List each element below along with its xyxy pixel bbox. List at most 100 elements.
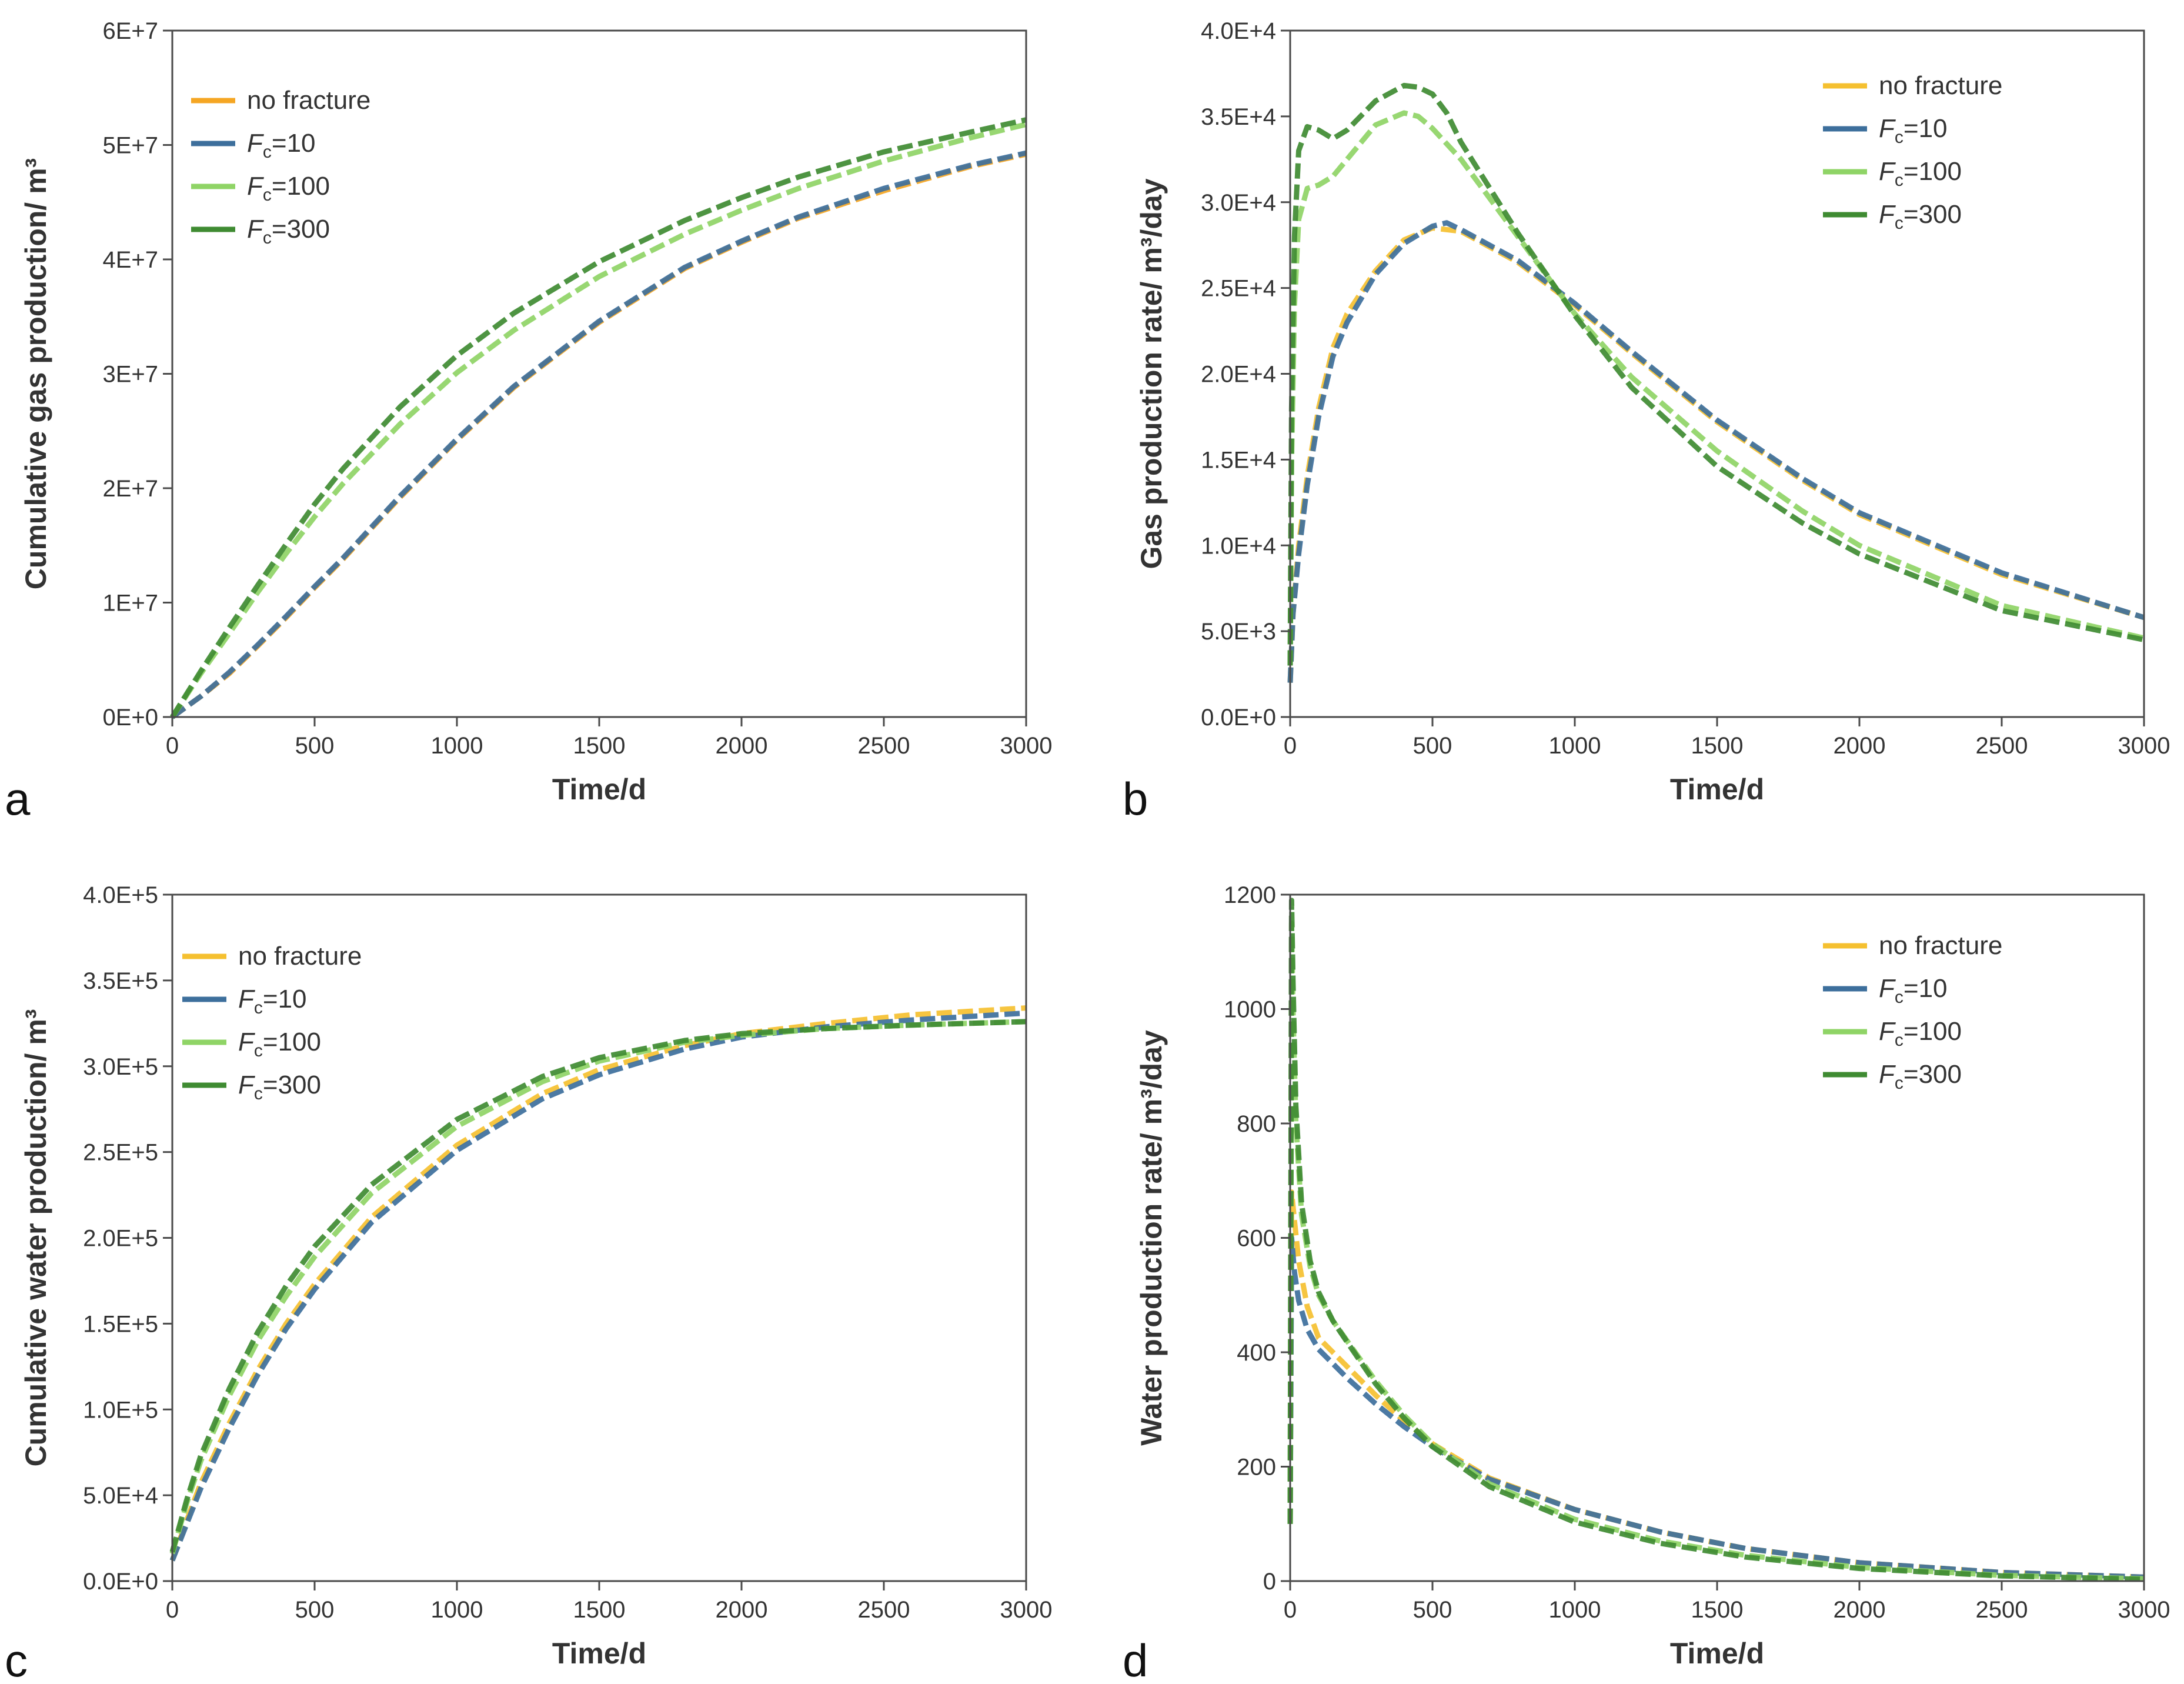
y-axis-title: Cumulative water production/ m³ [19, 1009, 52, 1467]
legend-subscript: c [1895, 214, 1904, 233]
legend-label-fc10: Fc=10 [1879, 114, 1948, 147]
legend-value: =100 [272, 172, 330, 201]
legend-subscript: c [263, 185, 272, 205]
legend-symbol: F [238, 1071, 255, 1099]
y-tick-label: 2E+7 [102, 476, 158, 502]
legend-label-fc300: Fc=300 [1879, 1060, 1962, 1093]
y-tick-label: 3.5E+5 [83, 968, 158, 994]
legend-label-fc10: Fc=10 [1879, 974, 1948, 1007]
x-tick-label: 1000 [1549, 1597, 1601, 1623]
y-tick-label: 4E+7 [102, 247, 158, 273]
series-group [1287, 82, 2145, 683]
x-tick-label: 2000 [1834, 733, 1886, 759]
legend-symbol: F [1879, 1060, 1896, 1089]
series-line-fc300 [1287, 898, 2145, 1582]
legend-symbol: F [1879, 1017, 1896, 1046]
legend-label-fc100: Fc=100 [1879, 157, 1962, 190]
series-line-fc10 [1287, 1235, 2145, 1580]
legend-symbol: F [1879, 974, 1896, 1003]
y-tick-label: 800 [1237, 1111, 1276, 1137]
legend-value: =100 [1904, 157, 1962, 186]
legend-value: =300 [1904, 1060, 1962, 1089]
y-tick-label: 2.0E+4 [1201, 362, 1276, 388]
x-tick-label: 1000 [431, 733, 483, 759]
y-tick-label: 1.5E+5 [83, 1311, 158, 1337]
legend-subscript: c [254, 1084, 263, 1103]
y-tick-label: 3.0E+4 [1201, 190, 1276, 216]
series-line-fc300 [169, 1019, 1027, 1553]
x-tick-label: 2500 [1976, 733, 2028, 759]
panel-letter: d [1123, 1635, 1148, 1684]
legend-label-no_fracture: no fracture [1879, 931, 2002, 960]
y-tick-label: 2.5E+5 [83, 1140, 158, 1166]
x-tick-label: 1000 [1549, 733, 1601, 759]
legend-label-fc10: Fc=10 [247, 129, 316, 162]
x-tick-label: 3000 [1000, 733, 1053, 759]
legend-value: =10 [1904, 974, 1948, 1003]
x-axis-title: Time/d [1670, 773, 1764, 806]
x-tick-label: 1500 [573, 1597, 626, 1623]
legend-value: =10 [1904, 114, 1948, 143]
chart-panel-a: 0 500 1000 1500 2000 2500 3000 0E+0 1E+7 2E+7 3E+7… [5, 18, 1052, 825]
y-tick-label: 5.0E+4 [83, 1483, 158, 1509]
chart-panel-d: 0 500 1000 1500 2000 2500 3000 0 200 400 600 800 100… [1123, 882, 2170, 1684]
y-tick-label: 1.0E+4 [1201, 533, 1276, 559]
series-group [1287, 898, 2145, 1582]
y-tick-label: 0E+0 [102, 705, 158, 731]
x-tick-label: 1000 [431, 1597, 483, 1623]
series-line-fc10 [171, 150, 1027, 719]
legend-subscript: c [1895, 128, 1904, 147]
legend-subscript: c [1895, 988, 1904, 1007]
legend-subscript: c [254, 1041, 263, 1061]
x-tick-label: 1500 [1691, 1597, 1744, 1623]
legend-value: =300 [1904, 200, 1962, 229]
x-tick-label: 3000 [2118, 733, 2170, 759]
y-tick-label: 5.0E+3 [1201, 619, 1276, 645]
x-tick-label: 2000 [1834, 1597, 1886, 1623]
x-tick-label: 2500 [1976, 1597, 2028, 1623]
legend-value: =10 [272, 129, 316, 158]
legend-subscript: c [254, 998, 263, 1018]
x-tick-label: 500 [1413, 733, 1452, 759]
legend-label-fc300: Fc=300 [238, 1071, 321, 1103]
y-tick-label: 1200 [1224, 882, 1276, 908]
y-tick-label: 1000 [1224, 997, 1276, 1023]
y-tick-label: 1E+7 [102, 591, 158, 616]
y-tick-label: 2.5E+4 [1201, 276, 1276, 302]
legend-subscript: c [263, 228, 272, 248]
x-tick-label: 3000 [2118, 1597, 2170, 1623]
x-tick-label: 0 [1284, 733, 1297, 759]
legend-subscript: c [263, 142, 272, 162]
legend-value: =300 [263, 1071, 321, 1099]
x-axis-title: Time/d [1670, 1637, 1764, 1670]
legend-label-fc300: Fc=300 [247, 215, 330, 248]
series-line-fc100 [1287, 110, 2145, 666]
panel-letter: a [5, 773, 31, 825]
x-tick-label: 500 [1413, 1597, 1452, 1623]
panel-letter: b [1123, 773, 1148, 825]
series-line-fc300 [170, 117, 1027, 719]
y-tick-label: 0 [1263, 1569, 1276, 1595]
series-group [169, 1005, 1027, 1562]
legend-value: =100 [263, 1028, 321, 1056]
legend-label-fc100: Fc=100 [238, 1028, 321, 1061]
y-tick-label: 4.0E+4 [1201, 18, 1276, 44]
legend-symbol: F [238, 985, 255, 1013]
legend-subscript: c [1895, 1031, 1904, 1050]
series-group [170, 117, 1027, 719]
series-line-fc100 [170, 122, 1027, 719]
x-tick-label: 500 [295, 1597, 335, 1623]
y-axis-title: Water production rate/ m³/day [1135, 1030, 1168, 1446]
legend-symbol: F [247, 172, 264, 201]
y-tick-label: 3.0E+5 [83, 1054, 158, 1080]
y-tick-label: 0.0E+0 [83, 1569, 158, 1595]
y-tick-label: 1.5E+4 [1201, 447, 1276, 473]
legend-label-no_fracture: no fracture [238, 942, 362, 971]
y-tick-label: 4.0E+5 [83, 882, 158, 908]
y-tick-label: 1.0E+5 [83, 1397, 158, 1423]
